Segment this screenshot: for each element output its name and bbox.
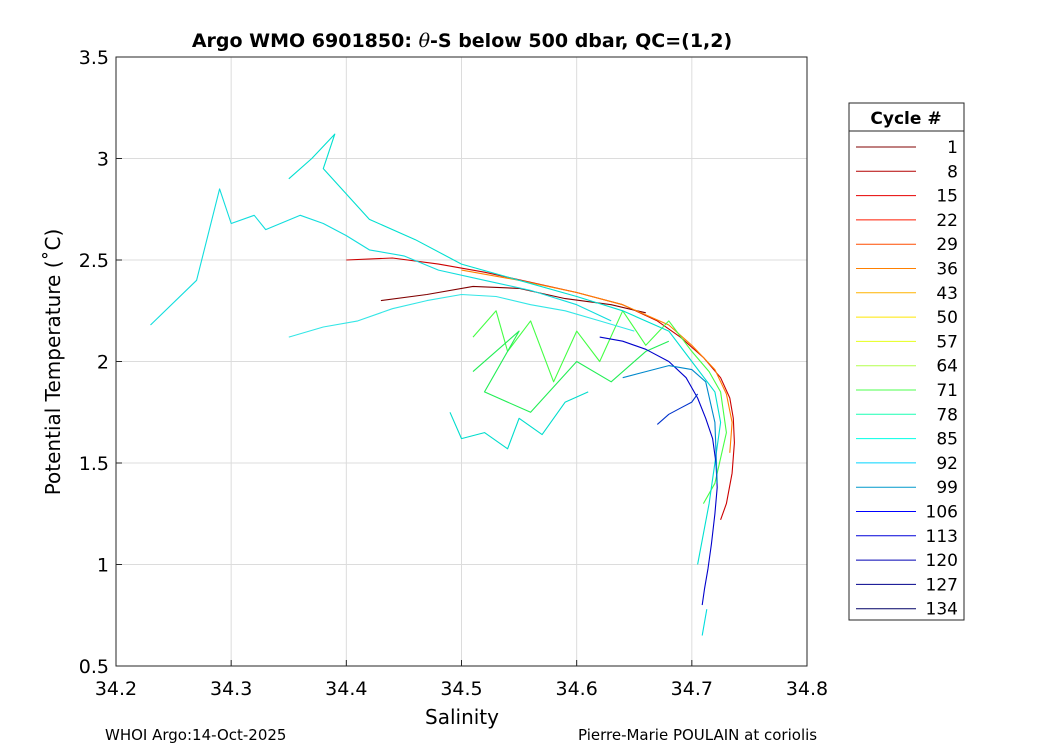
series-line (288, 133, 722, 565)
y-tick-label: 2 (97, 352, 109, 374)
legend-label: 22 (936, 211, 958, 231)
x-tick-label: 34.5 (440, 678, 482, 700)
x-tick-label: 34.4 (325, 678, 367, 700)
x-tick-label: 34.3 (210, 678, 252, 700)
legend-label: 8 (947, 162, 958, 182)
legend-label: 29 (936, 235, 958, 255)
legend-label: 71 (936, 381, 958, 401)
legend-label: 85 (936, 430, 958, 450)
legend-label: 106 (926, 503, 958, 523)
x-tick-label: 34.2 (95, 678, 137, 700)
legend-label: 64 (936, 357, 958, 377)
x-axis: 34.2 34.3 34.4 34.5 34.6 34.7 34.8 (95, 660, 828, 700)
legend-entries: 1 8 15 22 29 36 43 50 57 64 71 78 85 92 99 106 113 120 127… (856, 138, 958, 620)
legend-label: 43 (936, 284, 958, 304)
x-tick-label: 34.8 (786, 678, 828, 700)
legend-label: 99 (936, 478, 958, 498)
footer-right: Pierre-Marie POULAIN at coriolis (578, 726, 818, 744)
y-tick-label: 1.5 (79, 453, 109, 475)
series-line (656, 393, 699, 425)
series-line (472, 330, 670, 413)
series-line (449, 391, 589, 450)
legend-label: 1 (947, 138, 958, 158)
y-tick-label: 3.5 (79, 47, 109, 69)
chart-title: Argo WMO 6901850: θ-S below 500 dbar, QC… (192, 30, 732, 52)
x-tick-label: 34.6 (556, 678, 598, 700)
legend-label: 78 (936, 405, 958, 425)
series-line (288, 293, 635, 338)
legend-label: 36 (936, 260, 958, 280)
series-layer (150, 133, 735, 636)
legend-box (848, 102, 965, 621)
legend-label: 113 (926, 527, 958, 547)
x-axis-label: Salinity (425, 705, 499, 729)
series-line (599, 336, 718, 606)
legend-label: 134 (926, 600, 958, 620)
series-line (346, 257, 735, 520)
legend-label: 127 (926, 575, 958, 595)
title-theta: θ (419, 30, 431, 52)
y-tick-label: 2.5 (79, 250, 109, 272)
series-line (622, 365, 718, 484)
legend-label: 57 (936, 332, 958, 352)
y-tick-label: 1 (97, 555, 109, 577)
series-line (472, 310, 727, 504)
series-line (461, 269, 733, 453)
y-axis-label: Potential Temperature (˚C) (41, 229, 65, 496)
title-prefix: Argo WMO 6901850: (192, 30, 419, 52)
y-tick-label: 0.5 (79, 656, 109, 678)
legend-title: Cycle # (870, 109, 941, 129)
legend: Cycle # 18152229364350576471788592991061… (848, 102, 965, 621)
footer-left: WHOI Argo:14-Oct-2025 (105, 726, 287, 744)
legend-label: 92 (936, 454, 958, 474)
y-axis: 0.5 1 1.5 2 2.5 3 3.5 (79, 47, 122, 678)
series-line (380, 285, 646, 314)
legend-label: 50 (936, 308, 958, 328)
legend-label: 120 (926, 551, 958, 571)
title-suffix: -S below 500 dbar, QC=(1,2) (430, 30, 732, 52)
series-line (150, 188, 612, 326)
y-tick-label: 3 (97, 149, 109, 171)
grid (115, 56, 808, 667)
series-line (701, 609, 708, 636)
legend-label: 15 (936, 187, 958, 207)
x-tick-label: 34.7 (671, 678, 713, 700)
